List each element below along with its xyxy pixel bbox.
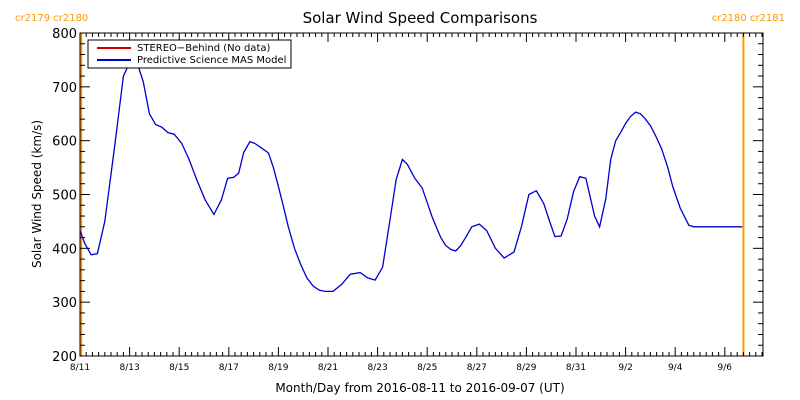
plot-frame xyxy=(79,32,764,357)
x-tick-label: 8/13 xyxy=(119,363,139,373)
x-tick-label: 9/6 xyxy=(718,363,733,373)
x-tick-label: 8/29 xyxy=(516,363,536,373)
series-line-mas-model xyxy=(79,59,743,293)
carrington-label: cr2179 cr2180 xyxy=(15,13,88,24)
x-tick-label: 8/17 xyxy=(219,363,239,373)
y-tick-label: 400 xyxy=(52,242,77,257)
x-tick-label: 8/23 xyxy=(367,363,387,373)
x-tick-label: 8/19 xyxy=(268,363,288,373)
axis-ticks: 200 300 400 500 600 700 800 8/11 8/13 8/15 8/17 8/1… xyxy=(52,27,763,373)
x-tick-label: 8/31 xyxy=(566,363,586,373)
x-axis-label: Month/Day from 2016-08-11 to 2016-09-07 … xyxy=(275,381,564,395)
y-tick-label: 500 xyxy=(52,189,77,204)
legend-box xyxy=(87,39,292,69)
carrington-label: cr2180 cr2181 xyxy=(712,13,785,24)
y-tick-label: 800 xyxy=(52,27,77,42)
legend-label-stereo-behind: STEREO−Behind (No data) xyxy=(137,43,270,54)
x-tick-label: 8/15 xyxy=(169,363,189,373)
x-tick-label: 9/4 xyxy=(668,363,683,373)
x-tick-label: 8/11 xyxy=(70,363,90,373)
y-tick-label: 700 xyxy=(52,81,77,96)
y-tick-label: 600 xyxy=(52,135,77,150)
legend-label-mas-model: Predictive Science MAS Model xyxy=(137,55,286,66)
y-axis-label: Solar Wind Speed (km/s) xyxy=(30,120,44,268)
x-tick-label: 8/25 xyxy=(417,363,437,373)
x-tick-label: 8/27 xyxy=(467,363,487,373)
x-tick-label: 8/21 xyxy=(318,363,338,373)
y-tick-label: 200 xyxy=(52,350,77,365)
x-tick-label: 9/2 xyxy=(618,363,632,373)
legend: STEREO−Behind (No data) Predictive Scien… xyxy=(87,39,292,69)
y-tick-label: 300 xyxy=(52,296,77,311)
chart-title: Solar Wind Speed Comparisons xyxy=(303,9,538,27)
